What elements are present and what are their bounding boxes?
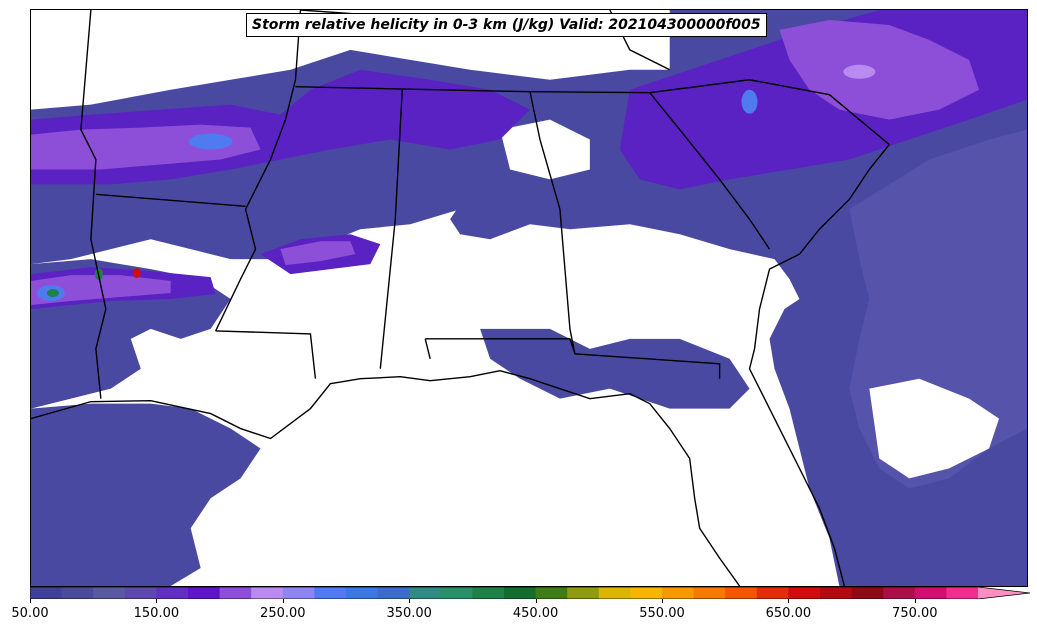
colorbar-tick-mark [662, 599, 663, 603]
colorbar-segment [61, 587, 94, 599]
colorbar-segment [788, 587, 821, 599]
colorbar-segment [914, 587, 947, 599]
colorbar-segment [472, 587, 505, 599]
colorbar-tick-label: 550.00 [639, 606, 685, 621]
helicity-peak-1 [188, 133, 233, 150]
colorbar-segment [504, 587, 537, 599]
colorbar-tick-label: 50.00 [11, 606, 49, 621]
map-title: Storm relative helicity in 0-3 km (J/kg)… [246, 13, 767, 37]
colorbar-segment [30, 587, 63, 599]
helicity-peak-3 [843, 64, 876, 79]
colorbar-ticks: 50.00 150.00 250.00 350.00 450.00 550.00 650.0… [0, 599, 1037, 628]
colorbar-segment [188, 587, 221, 599]
colorbar-segment [598, 587, 631, 599]
field-gap-east [869, 378, 1000, 479]
colorbar-segment [124, 587, 157, 599]
colorbar-segment [820, 587, 853, 599]
colorbar-segment [725, 587, 758, 599]
colorbar-segment [851, 587, 884, 599]
boundary-lines [31, 10, 890, 586]
helicity-extreme-3 [132, 268, 141, 279]
colorbar-segment [440, 587, 473, 599]
colorbar-tick-mark [409, 599, 411, 603]
colorbar-segment [662, 587, 695, 599]
colorbar-segment [314, 587, 347, 599]
colorbar-tick-mark [914, 599, 916, 603]
colorbar-outline [30, 587, 1030, 599]
colorbar-tick-label: 250.00 [260, 606, 306, 621]
colorbar-segment [346, 587, 379, 599]
field-gap-north [500, 119, 590, 180]
colorbar-extend-arrow [978, 587, 1030, 599]
colorbar-tick-mark [156, 599, 158, 603]
colorbar-segment [93, 587, 126, 599]
colorbar-tick-label: 350.00 [386, 606, 432, 621]
colorbar-segment [156, 587, 189, 599]
colorbar-segment [377, 587, 410, 599]
colorbar-segment [756, 587, 789, 599]
colorbar-tick-label: 150.00 [133, 606, 180, 621]
colorbar-segment [567, 587, 600, 599]
helicity-field-central [480, 328, 750, 409]
colorbar-tick-mark [282, 599, 284, 603]
colorbar-segment [409, 587, 442, 599]
helicity-field-gulf [31, 403, 261, 586]
colorbar-segment [535, 587, 568, 599]
colorbar-segment [693, 587, 726, 599]
helicity-extreme-1 [46, 289, 59, 298]
colorbar-tick-mark [788, 599, 790, 603]
colorbar-segment [251, 587, 284, 599]
helicity-map [31, 10, 1027, 586]
colorbar-segment [630, 587, 663, 599]
colorbar-segment [219, 587, 252, 599]
colorbar-tick-label: 650.00 [765, 606, 812, 621]
helicity-high-mid [280, 241, 356, 266]
colorbar [30, 587, 1030, 599]
colorbar-tick-label: 750.00 [892, 606, 938, 621]
colorbar-tick-mark [30, 599, 31, 603]
helicity-peak-2 [741, 89, 758, 114]
colorbar-segment [282, 587, 315, 599]
map-panel [30, 9, 1028, 587]
helicity-high-west [31, 275, 171, 305]
colorbar-segment [946, 587, 979, 599]
colorbar-tick-mark [535, 599, 537, 603]
colorbar-tick-label: 450.00 [512, 606, 559, 621]
colorbar-segment [883, 587, 916, 599]
